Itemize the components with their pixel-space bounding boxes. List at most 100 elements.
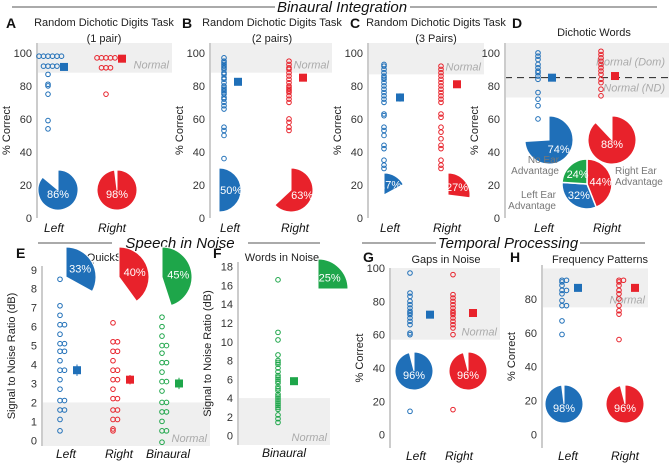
y-tick-label: 80	[373, 296, 385, 308]
data-point	[598, 76, 604, 83]
mean-marker	[469, 309, 477, 317]
data-point	[275, 397, 281, 403]
y-tick-label: 2	[31, 397, 37, 409]
y-tick-label: 40	[193, 147, 205, 159]
data-point	[110, 367, 116, 374]
series-left: 98%	[544, 277, 584, 424]
data-point	[112, 55, 118, 61]
data-point	[159, 323, 165, 330]
data-point	[57, 348, 63, 355]
data-point	[159, 439, 165, 446]
advantage-label: Left Ear Advantage	[508, 190, 556, 212]
y-tick-label: 0	[531, 429, 537, 441]
normal-range-band	[390, 268, 500, 340]
data-point	[275, 376, 281, 383]
data-point	[381, 124, 387, 130]
y-axis-label: % Correct	[506, 332, 518, 381]
data-point	[275, 393, 281, 400]
y-tick-label: 16	[221, 280, 233, 292]
data-point	[438, 93, 444, 99]
data-point	[275, 337, 281, 343]
mean-marker	[299, 73, 307, 82]
data-point	[159, 350, 165, 356]
data-point	[286, 99, 292, 106]
pie-percent-label: 40%	[124, 267, 146, 279]
mean-marker	[396, 93, 404, 102]
data-point	[559, 331, 565, 338]
data-point	[275, 357, 281, 364]
panel-letter: G	[363, 249, 374, 265]
pie-percent-label: 25%	[319, 272, 341, 284]
panel-c: Normal 0 20 40 60 80 100 % Correct C Random Dicho…	[332, 15, 506, 235]
data-point	[275, 395, 281, 401]
pie-percent-label: 98%	[106, 189, 128, 201]
pie-percent-label: 32%	[568, 190, 590, 202]
section-header-binaural: Binaural Integration	[12, 0, 657, 16]
data-point	[114, 376, 121, 383]
data-point	[57, 340, 63, 347]
panel-letter: E	[16, 245, 25, 261]
panel-b: Normal 0 20 40 60 80 100 % Correct B Random Dicho…	[174, 15, 342, 235]
data-point	[598, 79, 604, 86]
proportion-pie	[383, 172, 404, 196]
data-point	[381, 127, 387, 134]
data-point	[54, 63, 60, 69]
data-point	[438, 96, 444, 102]
band-label: Normal	[292, 432, 328, 444]
band-label: Normal	[134, 60, 170, 72]
data-point	[159, 314, 165, 320]
y-tick-label: 12	[221, 318, 233, 330]
series-binaural: 45%	[159, 246, 193, 446]
y-tick-label: 60	[373, 330, 385, 342]
data-point	[407, 301, 413, 308]
band-label: Normal (Dom)	[596, 57, 665, 69]
data-point	[381, 83, 387, 89]
y-tick-label: 40	[351, 147, 363, 159]
panel-title: Random Dichotic Digits Task	[34, 17, 174, 29]
x-category-label: Left	[406, 449, 427, 463]
data-point	[114, 367, 121, 374]
proportion-pie	[317, 258, 349, 290]
pie-percent-label: 74%	[548, 144, 570, 156]
y-tick-label: 0	[31, 435, 37, 447]
pie-percent-label: 98%	[553, 403, 575, 415]
data-point	[110, 426, 116, 432]
panel-subtitle: (2 pairs)	[252, 33, 292, 45]
proportion-pie	[274, 167, 314, 213]
advantage-pie-slice	[586, 158, 613, 209]
data-point	[221, 124, 227, 130]
data-point	[114, 407, 121, 413]
data-point	[598, 58, 604, 64]
data-point	[381, 89, 387, 96]
data-point	[159, 378, 165, 385]
data-point	[110, 357, 116, 364]
section-title: Binaural Integration	[277, 0, 407, 16]
data-point	[275, 406, 281, 413]
y-tick-label: 8	[31, 284, 37, 296]
y-tick-label: 40	[488, 147, 500, 159]
data-point	[381, 132, 387, 139]
data-point	[450, 318, 456, 325]
y-tick-label: 3	[31, 378, 37, 390]
panel-title: Gaps in Noise	[411, 254, 480, 266]
data-point	[407, 318, 413, 325]
x-category-label: Binaural	[146, 447, 190, 461]
data-point	[94, 55, 100, 61]
series-right: 40%	[110, 246, 150, 434]
x-category-label: Right	[281, 221, 310, 235]
band-label: Normal	[446, 61, 482, 73]
y-tick-label: 5	[31, 341, 37, 353]
data-point	[438, 83, 444, 89]
band-label: Normal	[172, 433, 208, 445]
mean-marker	[574, 283, 582, 292]
data-point	[438, 114, 444, 121]
panel-letter: D	[512, 15, 522, 31]
data-point	[563, 302, 570, 309]
data-point	[381, 165, 387, 172]
data-point	[598, 86, 604, 93]
data-point	[114, 395, 121, 402]
data-point	[61, 340, 68, 347]
data-point	[450, 315, 456, 321]
data-point	[438, 157, 444, 164]
data-point	[221, 132, 227, 139]
